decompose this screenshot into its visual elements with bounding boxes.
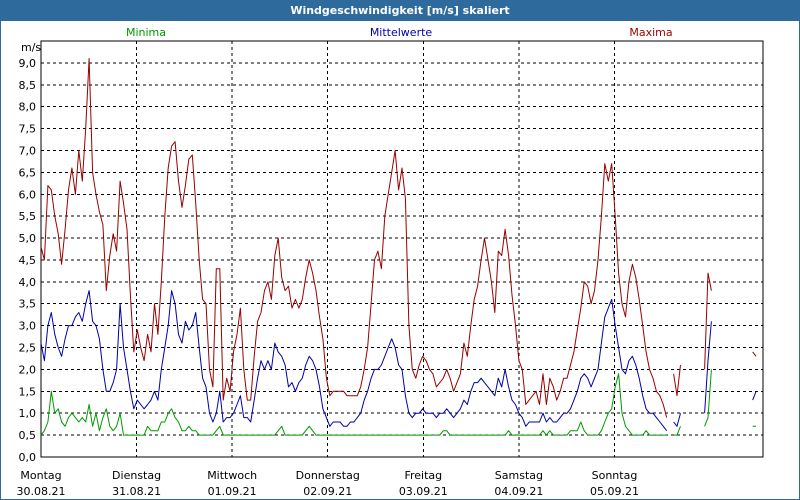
series-line-maxima	[40, 58, 757, 418]
x-tick-date: 03.09.21	[399, 485, 448, 498]
x-axis: Montag 30.08.21 Dienstag 31.08.21 Mittwoch 01…	[17, 469, 639, 498]
y-tick-label: 5,5	[19, 210, 37, 223]
legend-maxima: Maxima	[629, 26, 672, 39]
legend: Minima Mittelwerte Maxima	[126, 26, 673, 39]
y-tick-label: 1,0	[19, 407, 37, 420]
y-tick-label: 9,0	[19, 57, 37, 70]
y-tick-label: 3,5	[19, 298, 37, 311]
chart-title: Windgeschwindigkeit [m/s] skaliert	[1, 1, 799, 21]
y-tick-label: 5,0	[19, 232, 37, 245]
y-tick-label: 4,0	[19, 276, 37, 289]
y-tick-label: 2,0	[19, 363, 37, 376]
x-tick-day: Sonntag	[592, 469, 638, 482]
y-tick-label: 6,5	[19, 166, 37, 179]
y-tick-label: 8,5	[19, 79, 37, 92]
y-axis: m/s 0,0 0,5 1,0 1,5 2,0 2,5 3,0 3,5 4,0 4,5 5,0 5,5…	[19, 41, 42, 464]
x-tick-day: Donnerstag	[296, 469, 360, 482]
x-tick-date: 02.09.21	[303, 485, 352, 498]
legend-minima: Minima	[126, 26, 166, 39]
y-tick-label: 0,5	[19, 429, 37, 442]
x-tick-day: Samstag	[495, 469, 543, 482]
series-line-mittelwerte	[40, 290, 757, 432]
x-tick-date: 30.08.21	[17, 485, 66, 498]
x-tick-date: 04.09.21	[494, 485, 543, 498]
grid	[41, 41, 763, 457]
x-tick-date: 01.09.21	[208, 485, 257, 498]
x-tick-date: 05.09.21	[590, 485, 639, 498]
x-tick-day: Mittwoch	[207, 469, 257, 482]
y-tick-label: 3,0	[19, 320, 37, 333]
y-tick-label: 1,5	[19, 385, 37, 398]
x-tick-date: 31.08.21	[112, 485, 161, 498]
series-line-minima	[40, 369, 757, 436]
series-lines	[40, 58, 757, 436]
x-tick-day: Freitag	[404, 469, 442, 482]
y-tick-label: 7,0	[19, 144, 37, 157]
x-tick-day: Montag	[20, 469, 61, 482]
y-tick-label: 0,0	[19, 451, 37, 464]
y-tick-label: 6,0	[19, 188, 37, 201]
x-tick-day: Dienstag	[112, 469, 161, 482]
y-tick-label: 8,0	[19, 101, 37, 114]
y-axis-unit: m/s	[21, 41, 41, 54]
legend-mittelwerte: Mittelwerte	[370, 26, 433, 39]
plot-area	[40, 40, 764, 458]
y-tick-label: 2,5	[19, 342, 37, 355]
y-tick-label: 4,5	[19, 254, 37, 267]
y-tick-label: 7,5	[19, 123, 37, 136]
